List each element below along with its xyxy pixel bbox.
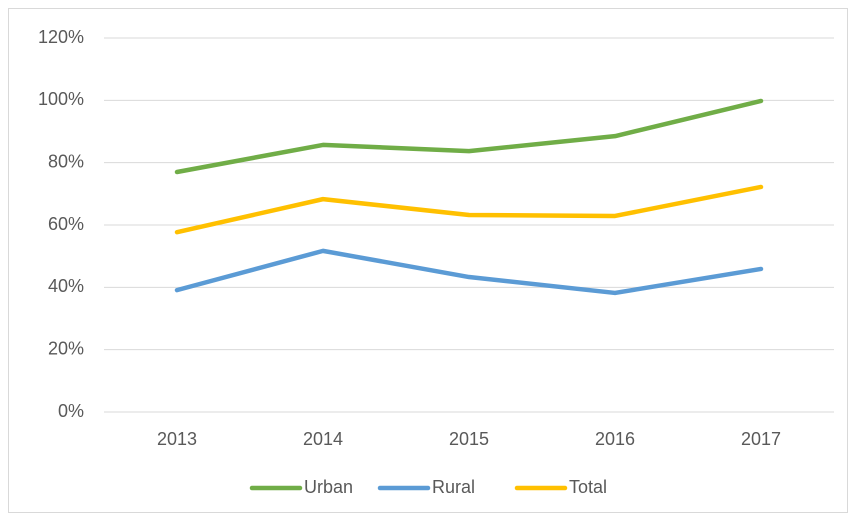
- line-series: [174, 248, 764, 296]
- x-tick-label: 2013: [157, 429, 197, 449]
- legend-label: Urban: [304, 477, 353, 497]
- line-series: [174, 98, 764, 175]
- x-tick-label: 2015: [449, 429, 489, 449]
- y-tick-label: 120%: [38, 27, 84, 47]
- legend-label: Total: [569, 477, 607, 497]
- chart-frame: [8, 8, 848, 513]
- y-tick-label: 40%: [48, 276, 84, 296]
- x-tick-label: 2017: [741, 429, 781, 449]
- x-tick-label: 2014: [303, 429, 343, 449]
- y-tick-label: 60%: [48, 214, 84, 234]
- y-tick-label: 80%: [48, 151, 84, 171]
- y-tick-label: 20%: [48, 338, 84, 358]
- line-series: [174, 184, 764, 235]
- legend-label: Rural: [432, 477, 475, 497]
- y-tick-label: 100%: [38, 89, 84, 109]
- x-tick-label: 2016: [595, 429, 635, 449]
- y-tick-label: 0%: [58, 401, 84, 421]
